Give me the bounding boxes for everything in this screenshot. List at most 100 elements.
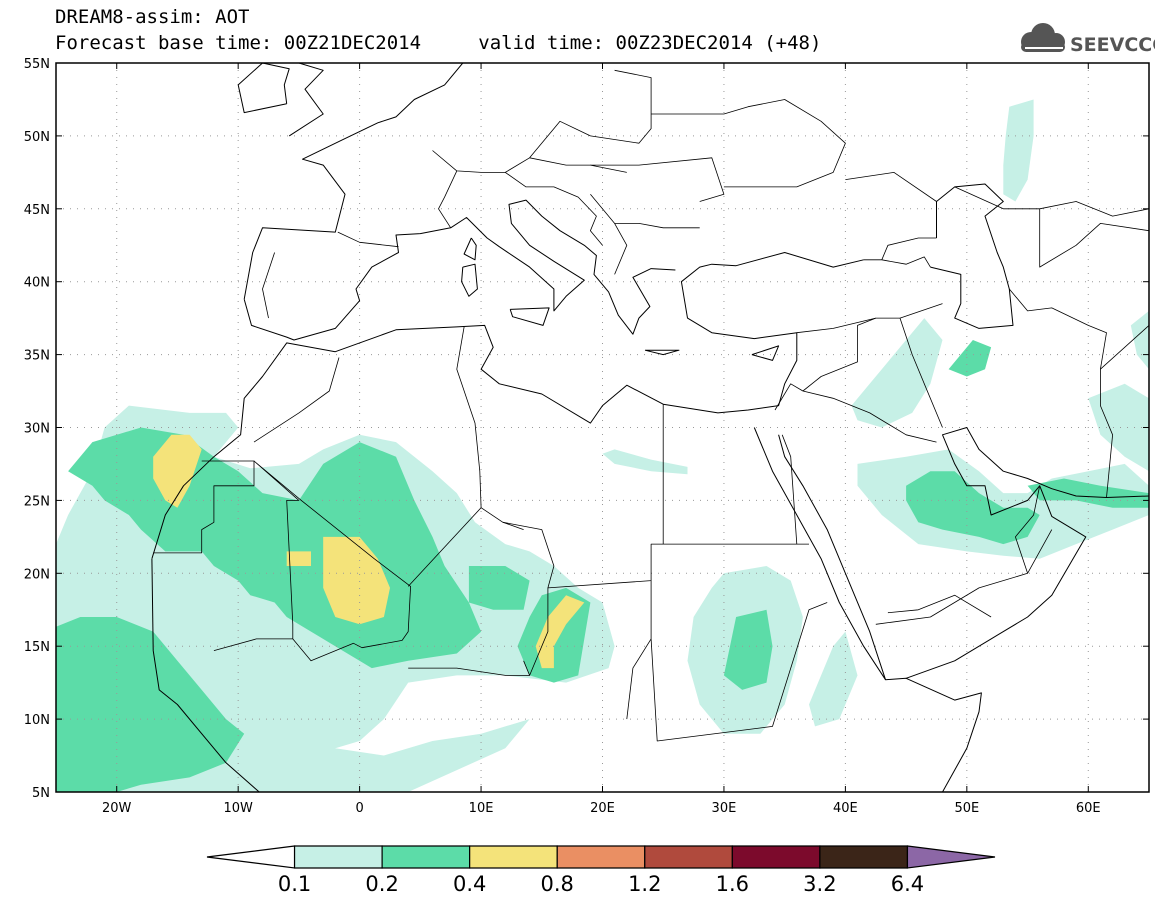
country-border-15 [899, 317, 943, 428]
lon-tick-label: 60E [1076, 801, 1101, 816]
colorbar-segment [206, 845, 296, 869]
colorbar-segment [906, 845, 996, 869]
lat-tick-label: 25N [24, 494, 50, 509]
country-border-18 [1015, 485, 1041, 574]
colorbar-label: 6.4 [890, 872, 925, 896]
country-border-30 [863, 256, 931, 268]
coastline-13 [751, 345, 780, 361]
colorbar-label: 1.2 [628, 872, 662, 896]
aot-region-level-0-1-5 [851, 318, 943, 428]
colorbar-segment [293, 845, 383, 869]
country-border-1 [253, 460, 412, 662]
coastline-8 [930, 183, 1014, 329]
aot-region-level-0-4-2 [286, 551, 311, 566]
aot-region-level-0-1-7 [1088, 383, 1149, 472]
coastline-5 [905, 427, 1149, 679]
lon-tick-label: 10E [469, 801, 494, 816]
coastline-14 [644, 349, 680, 356]
colorbar-label: 0.4 [452, 872, 487, 896]
aot-region-level-0-2-6 [906, 471, 1040, 545]
lon-tick-label: 30E [712, 801, 737, 816]
aot-region-level-0-1-9 [809, 631, 858, 727]
lat-tick-label: 35N [24, 349, 50, 364]
lat-tick-label: 15N [24, 640, 50, 655]
colorbar-segment [556, 845, 646, 869]
coastline-6 [243, 63, 464, 300]
lon-tick-label: 50E [954, 801, 979, 816]
coastline-15 [463, 237, 477, 261]
country-border-16 [875, 529, 1053, 625]
lat-tick-label: 55N [24, 57, 50, 72]
aot-region-level-0-4-3 [535, 595, 585, 669]
country-border-28 [651, 99, 846, 188]
colorbar-segment [819, 845, 909, 869]
forecast-time-line: Forecast base time: 00Z21DEC2014 valid t… [55, 33, 821, 53]
colorbar-label: 3.2 [803, 872, 837, 896]
country-border-12 [774, 383, 937, 443]
lon-tick-label: 20E [590, 801, 615, 816]
coastline-0 [152, 650, 260, 792]
country-border-7 [408, 667, 530, 676]
colorbar [206, 845, 996, 869]
colorbar-label: 0.2 [365, 872, 399, 896]
lon-tick-label: 40E [833, 801, 858, 816]
country-border-17 [887, 594, 992, 618]
aot-region-level-0-2-7 [948, 340, 992, 377]
aot-region-level-0-4-0 [153, 434, 202, 508]
coastline-10 [237, 63, 290, 114]
aot-region-level-0-4-1 [323, 536, 390, 625]
lat-tick-label: 20N [24, 567, 50, 582]
country-border-0 [153, 460, 255, 554]
lon-tick-label: 20W [102, 801, 132, 816]
country-border-19 [590, 157, 725, 202]
colorbar-label: 0.8 [540, 872, 574, 896]
coastline-7 [243, 199, 676, 341]
country-border-34 [1100, 325, 1149, 370]
aot-region-level-0-2-1 [56, 617, 245, 792]
country-border-4 [456, 326, 524, 530]
coastlines [151, 63, 1149, 792]
country-border-33 [1008, 288, 1113, 498]
aot-region-level-0-1-8 [1130, 310, 1149, 370]
country-border-24 [438, 170, 458, 229]
country-border-36 [781, 434, 798, 545]
country-border-21 [590, 193, 628, 275]
aot-region-level-0-2-3 [468, 566, 530, 610]
country-border-27 [262, 252, 275, 319]
country-border-6 [407, 507, 482, 587]
country-border-29 [845, 171, 937, 202]
country-borders [153, 69, 1149, 742]
lat-tick-label: 30N [24, 422, 50, 437]
colorbar-segment [731, 845, 821, 869]
aot-region-level-0-1-2 [602, 449, 688, 475]
logo-text: SEEVCCC [1070, 34, 1155, 56]
colorbar-segment [469, 845, 558, 869]
country-border-35 [1039, 201, 1149, 217]
country-border-32 [954, 186, 1149, 268]
coastline-2 [151, 558, 154, 651]
colorbar-segment [381, 845, 471, 869]
country-border-25 [505, 172, 603, 246]
lat-tick-label: 45N [24, 203, 50, 218]
coastline-9 [288, 63, 324, 137]
country-border-26 [337, 231, 399, 248]
coastline-1 [151, 252, 864, 559]
lon-tick-label: 10W [223, 801, 253, 816]
country-border-13 [802, 317, 876, 392]
seevccc-logo: SEEVCCC [1021, 23, 1155, 56]
country-border-31 [881, 237, 937, 260]
colorbar-label: 1.6 [715, 872, 750, 896]
country-border-8 [547, 404, 664, 589]
axis-ticks: 20W 10W 0 10E 20E 30E 40E 50E 60E 5N 10N 15N 20N 25N 3… [24, 57, 1149, 816]
valid-time-label: valid time: 00Z23DEC2014 (+48) [478, 32, 822, 54]
lat-tick-label: 40N [24, 276, 50, 291]
country-border-23 [432, 69, 652, 173]
aot-region-level-0-1-6 [1003, 99, 1034, 202]
aot-region-level-0-2-5 [723, 609, 773, 690]
coastline-4 [778, 434, 886, 680]
lat-tick-label: 5N [32, 786, 50, 801]
map-title: DREAM8-assim: AOT [55, 6, 250, 28]
base-time-label: Forecast base time: 00Z21DEC2014 [55, 32, 422, 54]
coastline-11 [461, 263, 478, 297]
